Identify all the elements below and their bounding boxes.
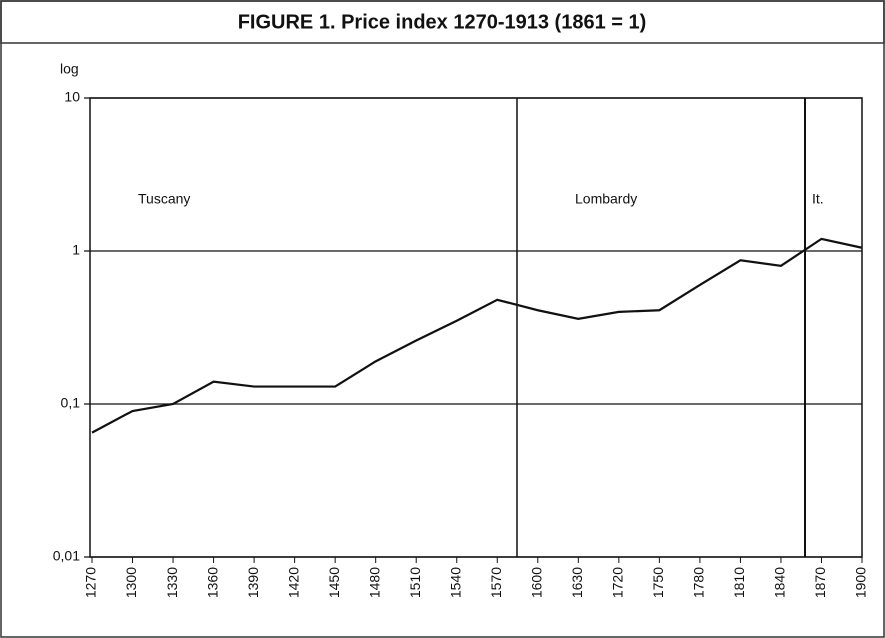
x-tick-label: 1870 — [812, 567, 828, 598]
x-tick-label: 1810 — [731, 567, 747, 598]
x-tick-label: 1900 — [853, 567, 869, 598]
x-tick-label: 1420 — [285, 567, 301, 598]
x-tick-label: 1600 — [528, 567, 544, 598]
x-tick-label: 1720 — [610, 567, 626, 598]
plot-area — [89, 97, 863, 558]
x-tick-label: 1360 — [204, 567, 220, 598]
x-tick-label: 1840 — [772, 567, 788, 598]
chart-title: FIGURE 1. Price index 1270-1913 (1861 = … — [238, 11, 647, 33]
x-tick-label: 1480 — [366, 567, 382, 598]
x-tick-label: 1630 — [569, 567, 585, 598]
region-label: Tuscany — [138, 191, 190, 207]
y-axis-label: log — [60, 61, 79, 77]
y-tick-label: 0,1 — [61, 395, 81, 411]
x-tick-label: 1450 — [326, 567, 342, 598]
y-tick-label: 0,01 — [53, 548, 80, 564]
x-tick-label: 1750 — [650, 567, 666, 598]
x-tick-label: 1540 — [447, 567, 463, 598]
y-tick-label: 1 — [72, 242, 80, 258]
y-tick-label: 10 — [64, 89, 80, 105]
x-tick-label: 1780 — [691, 567, 707, 598]
region-label: It. — [812, 191, 824, 207]
x-tick-label: 1330 — [164, 567, 180, 598]
x-tick-label: 1300 — [123, 567, 139, 598]
x-tick-label: 1270 — [83, 567, 99, 598]
price-line — [91, 237, 863, 434]
region-label: Lombardy — [575, 191, 637, 207]
x-tick-label: 1390 — [245, 567, 261, 598]
x-tick-label: 1570 — [488, 567, 504, 598]
x-tick-label: 1510 — [407, 567, 423, 598]
title-box — [0, 0, 885, 44]
